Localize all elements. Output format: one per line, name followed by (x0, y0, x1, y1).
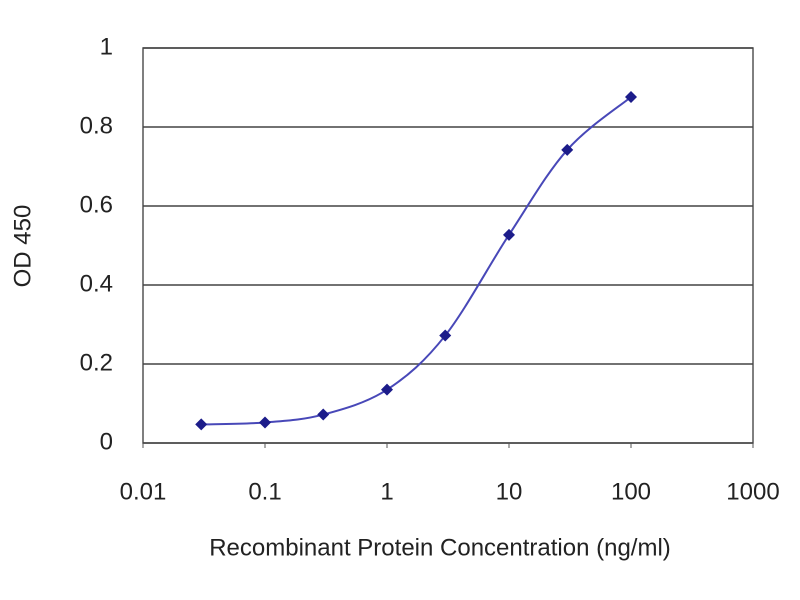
x-tick-label: 0.1 (248, 478, 281, 505)
data-point (195, 418, 208, 431)
data-point (503, 228, 515, 241)
x-tick-label: 0.01 (120, 478, 167, 505)
y-tick-label: 0 (100, 428, 113, 455)
data-point (625, 90, 637, 103)
x-tick-label: 1 (380, 478, 393, 505)
x-tick-label: 100 (611, 478, 651, 505)
x-axis-title: Recombinant Protein Concentration (ng/ml… (209, 534, 671, 561)
y-axis-title: OD 450 (9, 205, 36, 288)
data-point (317, 408, 330, 421)
y-tick-label: 1 (100, 33, 113, 60)
x-tick-label: 10 (496, 478, 523, 505)
y-tick-label: 0.2 (80, 349, 113, 376)
data-point (259, 416, 271, 429)
x-tick-label: 1000 (726, 478, 779, 505)
data-point (561, 143, 574, 156)
plot-frame (142, 47, 754, 444)
y-tick-label: 0.8 (80, 112, 113, 139)
y-tick-label: 0.6 (80, 191, 113, 218)
data-point (381, 383, 393, 396)
data-point (439, 329, 452, 342)
y-tick-label: 0.4 (80, 270, 113, 297)
